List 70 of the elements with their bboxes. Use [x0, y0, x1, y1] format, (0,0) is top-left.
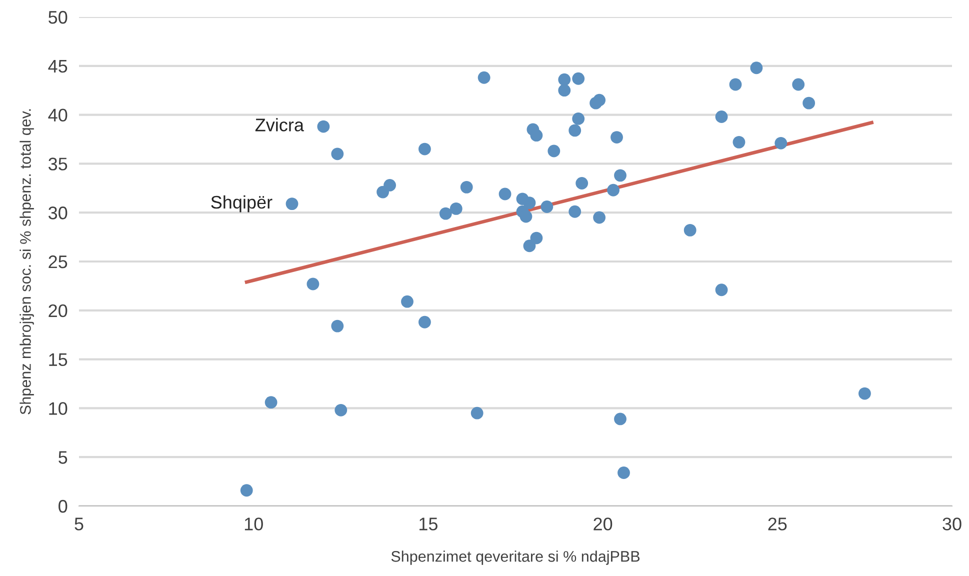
- point: [331, 320, 344, 332]
- y-axis-title: Shpenz mbrojtjen soc. si % shpenz. total qev.: [20, 109, 34, 414]
- y-tick-label: 40: [48, 108, 68, 122]
- point: [802, 96, 816, 110]
- point: [568, 124, 582, 137]
- point: [286, 198, 298, 210]
- point: [593, 94, 606, 106]
- point: [418, 316, 431, 328]
- point: [792, 78, 805, 91]
- point: [568, 205, 582, 218]
- point: [558, 73, 571, 86]
- y-tick-label: 10: [49, 402, 68, 415]
- point: [439, 207, 452, 220]
- point: [858, 387, 871, 400]
- y-tick-label: 0: [58, 500, 68, 513]
- point: [715, 110, 728, 123]
- y-tick-label: 25: [48, 255, 68, 268]
- point: [614, 169, 626, 182]
- point: [460, 180, 473, 194]
- x-tick-label: 30: [942, 518, 962, 530]
- point: [750, 62, 763, 74]
- x-tick-label: 5: [74, 518, 84, 530]
- point: [618, 466, 630, 479]
- point: [593, 211, 606, 224]
- point: [729, 78, 742, 91]
- point: [264, 396, 278, 409]
- point: [548, 144, 560, 158]
- y-tick-label: 35: [48, 158, 68, 170]
- point: [558, 84, 571, 97]
- point: [572, 112, 585, 125]
- x-tick-label: 15: [420, 518, 438, 530]
- point: [540, 200, 554, 213]
- point: [401, 295, 414, 308]
- point: [331, 148, 344, 160]
- y-tick-label: 45: [48, 60, 68, 73]
- x-tick-label: 25: [768, 518, 787, 530]
- point: [470, 406, 484, 420]
- point: [607, 184, 620, 196]
- annotation: Zvicra: [255, 118, 304, 132]
- y-tick-label: 5: [58, 451, 68, 464]
- x-axis-title: Shpenzimet qeveritare si % ndajPBB: [391, 550, 640, 565]
- point: [240, 484, 253, 497]
- point: [684, 224, 696, 236]
- point: [774, 136, 788, 150]
- point: [614, 412, 626, 426]
- point: [732, 136, 746, 148]
- point: [306, 278, 320, 290]
- point: [317, 120, 330, 133]
- point: [530, 232, 543, 244]
- point: [478, 71, 490, 84]
- point: [523, 196, 536, 210]
- annotation: Shqipër: [211, 195, 272, 212]
- point: [450, 202, 462, 215]
- point: [520, 210, 532, 223]
- x-tick-label: 20: [594, 518, 612, 530]
- point: [576, 177, 588, 190]
- point: [715, 284, 728, 296]
- point: [418, 142, 431, 156]
- point: [384, 179, 396, 192]
- y-tick-label: 15: [49, 353, 68, 366]
- y-tick-label: 30: [48, 206, 68, 220]
- y-tick-label: 20: [48, 304, 68, 318]
- point: [523, 240, 536, 252]
- point: [498, 188, 512, 200]
- point: [530, 129, 543, 142]
- y-tick-label: 50: [48, 10, 68, 24]
- point: [334, 404, 348, 416]
- point: [572, 72, 585, 85]
- point: [610, 131, 623, 144]
- x-tick-label: 10: [244, 518, 263, 530]
